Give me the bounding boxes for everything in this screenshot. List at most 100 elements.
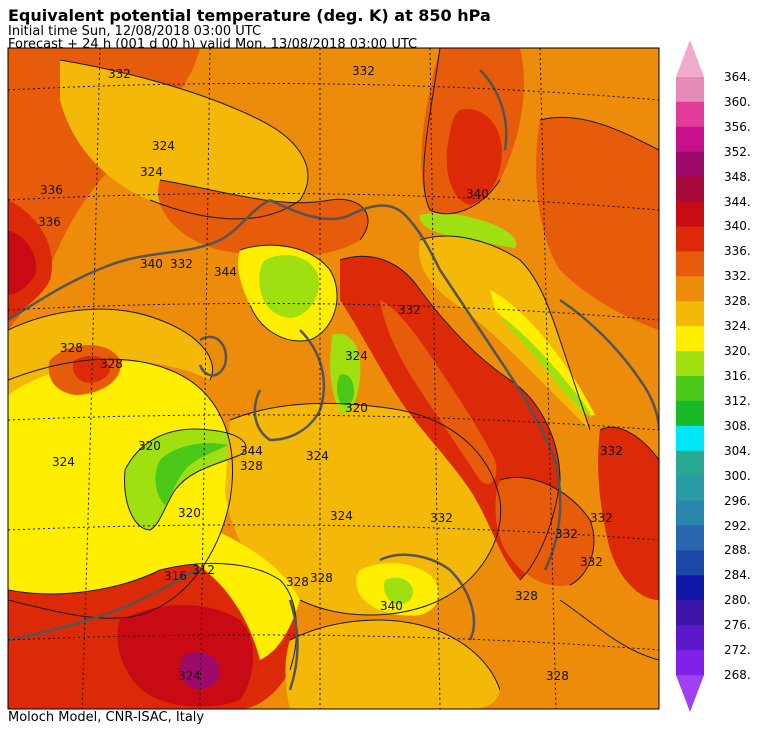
field-region-332-east [536, 117, 659, 330]
colorbar [676, 40, 704, 712]
field-region-320-central-band [190, 520, 300, 660]
field-region-316-alps [259, 255, 319, 318]
colorbar-swatch [676, 301, 704, 327]
colorbar-swatch [676, 575, 704, 601]
colorbar-tick-label: 304. [724, 443, 751, 458]
contour-label: 344 [214, 265, 237, 279]
contour-label: 336 [40, 183, 63, 197]
field-region-340-east-edge [598, 427, 659, 600]
contour-label: 332 [352, 64, 375, 78]
colorbar-swatch [676, 675, 704, 712]
field-region-336-west-blob [72, 355, 110, 383]
colorbar-tick-label: 272. [724, 643, 751, 658]
colorbar-tick-label: 292. [724, 518, 751, 533]
contour-label: 332 [170, 257, 193, 271]
contour-label: 332 [108, 67, 131, 81]
contour-label: 320 [138, 439, 161, 453]
contour-label: 340 [140, 257, 163, 271]
colorbar-swatch [676, 400, 704, 427]
field-region-336-peninsula [380, 300, 497, 484]
contour-label: 332 [398, 303, 421, 317]
colorbar-tick-label: 276. [724, 618, 751, 633]
colorbar-tick-label: 360. [724, 94, 751, 109]
colorbar-swatch [676, 176, 704, 203]
colorbar-swatch [676, 201, 704, 227]
colorbar-swatch [676, 450, 704, 477]
colorbar-tick-label: 332. [724, 269, 751, 284]
colorbar-swatch [676, 550, 704, 576]
colorbar-swatch [676, 251, 704, 277]
colorbar-tick-label: 312. [724, 393, 751, 408]
colorbar-swatch [676, 625, 704, 651]
contour-label: 324 [52, 455, 75, 469]
colorbar-swatch [676, 101, 704, 128]
colorbar-tick-label: 316. [724, 369, 751, 383]
colorbar-swatch [676, 351, 704, 377]
contour-label: 328 [515, 589, 538, 603]
field-region-344-core [8, 230, 36, 295]
colorbar-swatch [676, 500, 704, 527]
colorbar-swatch [676, 40, 704, 77]
field-region-316-south [384, 577, 414, 605]
map-field [8, 48, 659, 709]
colorbar-swatch [676, 475, 704, 502]
contour-label: 316 [164, 569, 187, 583]
contour-label: 328 [100, 357, 123, 371]
colorbar-tick-label: 268. [724, 668, 751, 683]
field-region-320-west-sea [8, 359, 233, 619]
lat-lon-graticule [8, 48, 659, 709]
field-region-352-south-core [180, 652, 220, 690]
contour-label: 324 [345, 349, 368, 363]
model-credit: Moloch Model, CNR-ISAC, Italy [8, 710, 205, 725]
colorbar-tick-label: 280. [724, 593, 751, 608]
colorbar-swatch [676, 151, 704, 178]
colorbar-tick-label: 336. [724, 244, 751, 259]
contour-label: 320 [345, 401, 368, 415]
contour-label: 324 [330, 509, 353, 523]
contour-label: 324 [306, 449, 329, 463]
colorbar-tick-label: 340. [724, 219, 751, 234]
colorbar-tick-label: 300. [724, 468, 751, 483]
colorbar-tick-label: 352. [724, 144, 751, 159]
colorbar-tick-label: 328. [724, 294, 751, 309]
colorbar-tick-label: 296. [724, 493, 751, 508]
contour-label: 328 [286, 575, 309, 589]
field-region-324-south-central [285, 620, 500, 709]
colorbar-swatch [676, 600, 704, 626]
contour-label: 336 [38, 215, 61, 229]
contour-label: 328 [310, 571, 333, 585]
initial-time-label: Initial time Sun, 12/08/2018 03:00 UTC [8, 24, 262, 39]
colorbar-tick-label: 344. [724, 194, 751, 209]
colorbar-swatch [676, 126, 704, 153]
colorbar-tick-label: 348. [724, 169, 751, 184]
contour-label: 328 [60, 341, 83, 355]
colorbar-tick-label: 308. [724, 418, 751, 433]
chart-title: Equivalent potential temperature (deg. K… [8, 6, 491, 25]
field-region-312-tongue [155, 443, 228, 505]
field-region-316-north [419, 213, 517, 248]
contour-label: 344 [240, 444, 263, 458]
colorbar-swatch [676, 376, 704, 402]
colorbar-tick-label: 288. [724, 543, 751, 558]
field-region-north-dark [158, 180, 369, 257]
colorbar-tick-label: 284. [724, 568, 751, 583]
map-frame [7, 47, 660, 710]
contour-label: 340 [466, 187, 489, 201]
contour-label: 324 [178, 669, 201, 683]
contour-label: 328 [240, 459, 263, 473]
contour-label: 332 [430, 511, 453, 525]
field-region-324-central [225, 403, 501, 615]
colorbar-swatch [676, 650, 704, 676]
contour-label: 324 [140, 165, 163, 179]
field-region-340-northeast [446, 109, 502, 205]
field-region-316-adriatic [500, 315, 592, 418]
colorbar-tick-label: 356. [724, 119, 751, 134]
contour-label: 320 [178, 506, 201, 520]
contour-label: 328 [546, 669, 569, 683]
contour-label: 324 [152, 139, 175, 153]
contour-lines [8, 48, 659, 691]
colorbar-tick-label: 320. [724, 344, 751, 359]
colorbar-swatch [676, 276, 704, 302]
